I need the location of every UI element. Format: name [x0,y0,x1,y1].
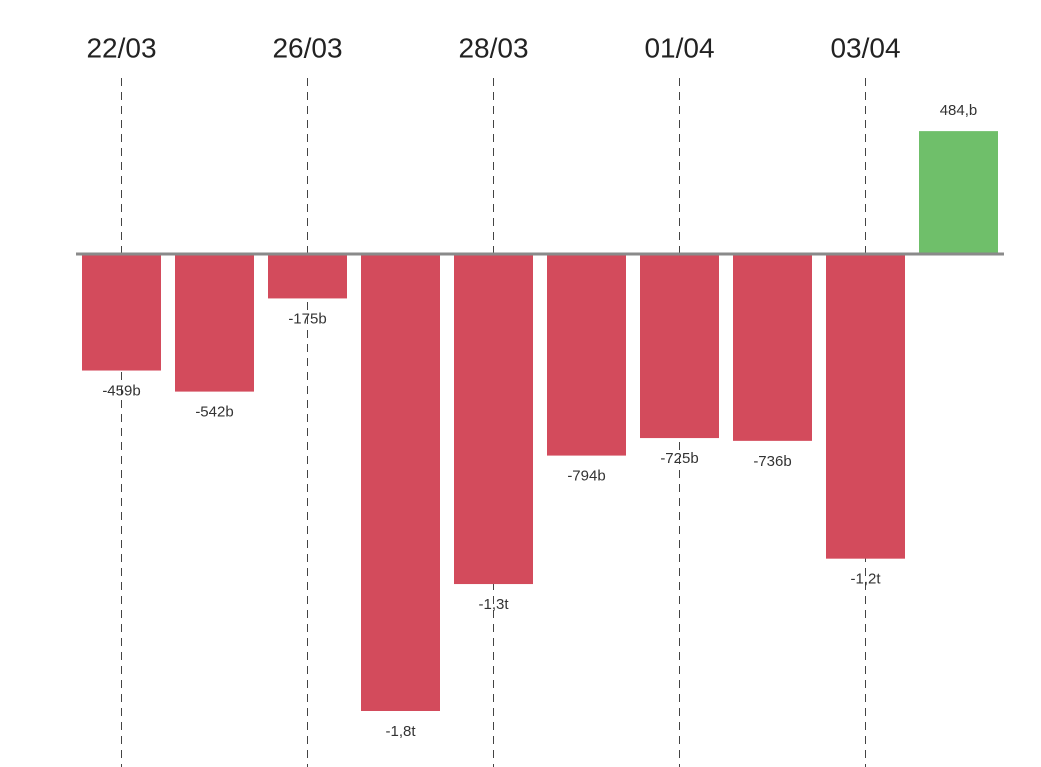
value-label: -794b [567,468,605,485]
bar [82,254,161,371]
value-label: -542b [195,404,233,421]
bar [454,254,533,585]
bar [640,254,719,439]
value-label: -1,8t [385,723,416,740]
value-label: -725b [660,450,698,467]
value-label: -1,2t [850,571,881,588]
bar [268,254,347,299]
bar [919,131,998,254]
bar [547,254,626,456]
x-tick-label: 01/04 [644,32,714,63]
value-label: 484,b [940,102,978,119]
x-tick-label: 28/03 [458,32,528,63]
x-tick-label: 26/03 [272,32,342,63]
value-label: -1,3t [478,596,509,613]
bar [175,254,254,392]
x-tick-label: 22/03 [86,32,156,63]
value-label: -459b [102,383,140,400]
bar [361,254,440,711]
bar [733,254,812,441]
bar [826,254,905,559]
value-label: -175b [288,310,326,327]
value-label: -736b [753,453,791,470]
x-tick-label: 03/04 [830,32,900,63]
